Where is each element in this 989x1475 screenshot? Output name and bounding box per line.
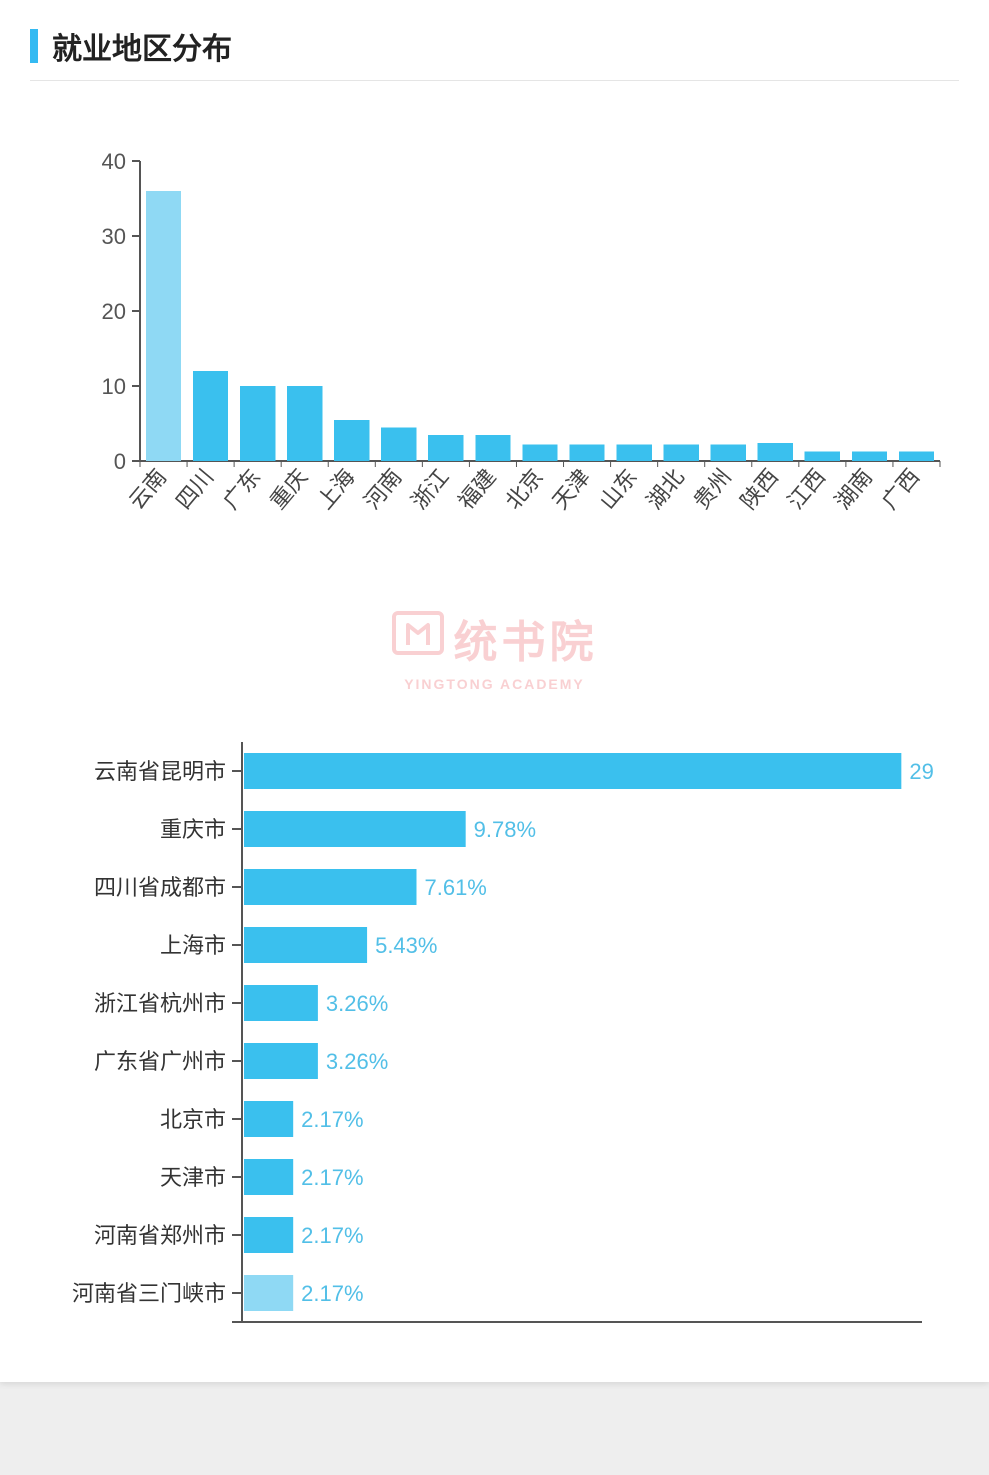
- province-bar: [240, 386, 275, 461]
- city-hbar-value: 3.26%: [326, 1049, 388, 1074]
- city-hbar-value: 5.43%: [375, 933, 437, 958]
- province-bar: [522, 445, 557, 462]
- province-bar: [616, 445, 651, 462]
- svg-text:10: 10: [102, 374, 126, 399]
- city-hbar-label: 上海市: [160, 933, 226, 958]
- province-bar-label: 广西: [877, 464, 924, 514]
- province-bar-chart: 0 10 20 30 40 云南四川广东重庆上海河南浙江福建北京天津山东湖北贵州陕西江西湖…: [90, 151, 959, 556]
- page-card: 就业地区分布 0 10 20 30 40 云南四川广东重庆上海河南浙江福建北京天津山东湖北…: [0, 0, 989, 1382]
- city-hbar-value: 7.61%: [424, 875, 486, 900]
- city-hbar: [244, 869, 416, 905]
- province-bar: [193, 371, 228, 461]
- province-bar-label: 贵州: [689, 464, 736, 514]
- watermark: 统书院 YINGTONG ACADEMY: [30, 606, 959, 692]
- city-hbar-label: 河南省三门峡市: [72, 1281, 226, 1306]
- watermark-main-text: 统书院: [454, 606, 598, 670]
- province-bar: [569, 445, 604, 462]
- section-divider: [30, 80, 959, 81]
- watermark-main: 统书院: [392, 606, 598, 670]
- city-hbar: [244, 927, 367, 963]
- province-bar-chart-svg: 0 10 20 30 40 云南四川广东重庆上海河南浙江福建北京天津山东湖北贵州陕西江西湖…: [90, 151, 950, 551]
- province-bar: [805, 451, 840, 461]
- city-hbar-label: 重庆市: [160, 817, 226, 842]
- svg-text:0: 0: [114, 449, 126, 474]
- province-bar: [287, 386, 322, 461]
- city-hbar: [244, 1275, 293, 1311]
- city-hbar-value: 29: [909, 759, 933, 784]
- province-bar: [852, 451, 887, 461]
- city-hbar: [244, 811, 466, 847]
- city-hbar-label: 广东省广州市: [94, 1049, 226, 1074]
- province-bar: [664, 445, 699, 462]
- province-bar: [146, 191, 181, 461]
- province-bar-label: 重庆: [265, 464, 312, 514]
- province-bar-label: 广东: [218, 464, 265, 514]
- city-hbar-label: 河南省郑州市: [94, 1223, 226, 1248]
- province-bar-label: 湖南: [830, 464, 877, 514]
- city-hbar-value: 2.17%: [301, 1165, 363, 1190]
- city-hbar: [244, 1217, 293, 1253]
- city-hbar-value: 9.78%: [474, 817, 536, 842]
- watermark-icon: [392, 611, 444, 666]
- province-bar-label: 云南: [124, 464, 171, 514]
- province-bar-label: 湖北: [642, 464, 689, 514]
- city-hbar: [244, 985, 318, 1021]
- province-bar-label: 江西: [783, 464, 830, 514]
- province-bar-label: 北京: [500, 464, 547, 514]
- province-bar: [381, 427, 416, 461]
- city-hbar-label: 云南省昆明市: [94, 759, 226, 784]
- province-bar: [334, 420, 369, 461]
- svg-text:40: 40: [102, 151, 126, 174]
- province-bar: [711, 445, 746, 462]
- city-hbar-label: 天津市: [160, 1165, 226, 1190]
- city-hbar-label: 北京市: [160, 1107, 226, 1132]
- city-hbar: [244, 753, 901, 789]
- province-bar-label: 四川: [171, 464, 218, 514]
- province-bar: [428, 435, 463, 461]
- section-title: 就业地区分布: [52, 24, 232, 68]
- city-hbar-label: 四川省成都市: [94, 875, 226, 900]
- province-bar-label: 陕西: [736, 464, 783, 514]
- city-hbar: [244, 1043, 318, 1079]
- province-bar-label: 浙江: [406, 464, 453, 514]
- city-hbar-value: 2.17%: [301, 1281, 363, 1306]
- province-bar: [899, 451, 934, 461]
- province-bar: [475, 435, 510, 461]
- province-bar-label: 河南: [359, 464, 406, 514]
- svg-text:30: 30: [102, 224, 126, 249]
- city-hbar-chart: 云南省昆明市 29 重庆市 9.78% 四川省成都市 7.61% 上海市 5.43% 浙江省杭州…: [30, 732, 959, 1342]
- province-bar-label: 福建: [453, 464, 500, 514]
- city-hbar-value: 2.17%: [301, 1107, 363, 1132]
- watermark-sub-text: YINGTONG ACADEMY: [30, 676, 959, 692]
- city-hbar: [244, 1159, 293, 1195]
- province-bar-label: 天津: [547, 464, 594, 514]
- province-bar: [758, 443, 793, 461]
- province-bar-label: 山东: [595, 464, 642, 514]
- city-hbar-value: 2.17%: [301, 1223, 363, 1248]
- city-hbar-label: 浙江省杭州市: [94, 991, 226, 1016]
- city-hbar: [244, 1101, 293, 1137]
- city-hbar-value: 3.26%: [326, 991, 388, 1016]
- title-accent-bar: [30, 29, 38, 63]
- section-title-row: 就业地区分布: [30, 24, 959, 68]
- city-hbar-chart-svg: 云南省昆明市 29 重庆市 9.78% 四川省成都市 7.61% 上海市 5.43% 浙江省杭州…: [30, 732, 940, 1342]
- svg-text:20: 20: [102, 299, 126, 324]
- province-bar-label: 上海: [312, 464, 359, 514]
